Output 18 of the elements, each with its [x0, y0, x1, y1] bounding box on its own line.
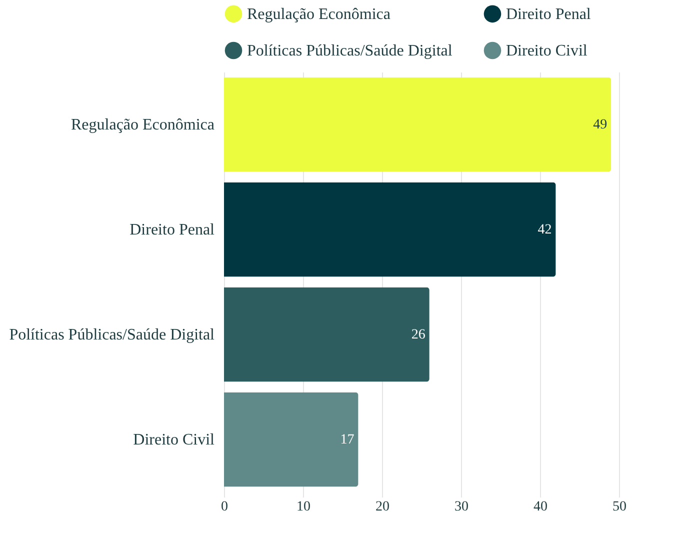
x-tick-label: 0 — [221, 500, 228, 514]
y-tick-label: Direito Penal — [130, 222, 216, 238]
x-tick-label: 40 — [534, 500, 548, 514]
x-tick-label: 20 — [376, 500, 390, 514]
legend-label: Regulação Econômica — [247, 6, 390, 23]
y-tick-label: Direito Civil — [133, 432, 216, 448]
data-label: 17 — [340, 432, 354, 448]
y-tick-label: Regulação Econômica — [71, 116, 214, 134]
x-tick-label: 30 — [454, 500, 468, 514]
x-tick-label: 10 — [296, 500, 310, 514]
x-tick-label: 50 — [612, 500, 626, 514]
legend-label: Direito Civil — [506, 42, 588, 60]
data-label: 42 — [538, 222, 552, 238]
legend-label: Direito Penal — [506, 6, 592, 23]
legend-label: Políticas Públicas/Saúde Digital — [247, 42, 453, 60]
y-tick-label: Políticas Públicas/Saúde Digital — [9, 326, 216, 344]
data-label: 26 — [411, 328, 426, 342]
data-label: 49 — [593, 118, 608, 132]
